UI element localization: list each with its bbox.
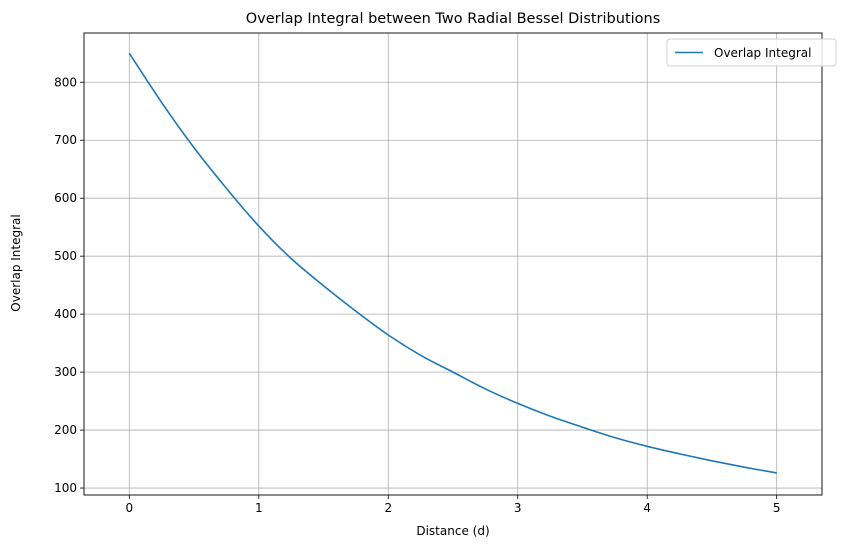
legend-box xyxy=(666,38,837,67)
grid-lines xyxy=(84,33,822,495)
y-tick-label: 300 xyxy=(54,365,77,379)
y-tick-label: 600 xyxy=(54,191,77,205)
x-axis-ticks: 0 1 2 3 4 5 xyxy=(125,495,781,515)
series-layer xyxy=(128,52,777,474)
y-tick-label: 100 xyxy=(54,481,77,495)
y-tick-label: 800 xyxy=(54,75,77,89)
x-tick-label: 3 xyxy=(514,501,522,515)
chart-title: Overlap Integral between Two Radial Bess… xyxy=(246,11,661,27)
x-tick-label: 4 xyxy=(643,501,651,515)
x-tick-label: 1 xyxy=(255,501,263,515)
axes-frame xyxy=(83,32,823,496)
y-tick-label: 200 xyxy=(54,423,77,437)
y-axis-label: Overlap Integral xyxy=(9,214,23,311)
y-tick-label: 700 xyxy=(54,133,77,147)
plot-area: 0 1 2 3 4 5 100 200 300 400 500 600 700 800 xyxy=(54,32,823,515)
x-tick-label: 0 xyxy=(125,501,133,515)
x-axis-label: Distance (d) xyxy=(416,524,489,538)
x-tick-label: 5 xyxy=(773,501,781,515)
y-tick-label: 500 xyxy=(54,249,77,263)
legend: Overlap Integral xyxy=(666,38,837,67)
x-tick-label: 2 xyxy=(384,501,392,515)
series-line-overlap-integral xyxy=(128,52,777,474)
y-tick-label: 400 xyxy=(54,307,77,321)
y-axis-ticks: 100 200 300 400 500 600 700 800 xyxy=(54,75,84,495)
legend-label-overlap-integral: Overlap Integral xyxy=(714,46,811,60)
